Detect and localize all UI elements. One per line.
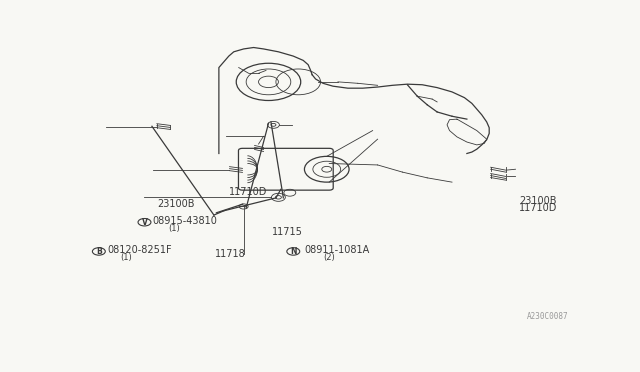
Text: 08911-1081A: 08911-1081A (304, 245, 369, 255)
Text: A230C0087: A230C0087 (527, 312, 568, 321)
Text: (2): (2) (323, 253, 335, 262)
Text: 11710D: 11710D (519, 203, 557, 213)
Text: (1): (1) (168, 224, 180, 233)
Text: 23100B: 23100B (157, 199, 195, 209)
Text: 08915-43810: 08915-43810 (152, 217, 217, 227)
Text: 08120-8251F: 08120-8251F (108, 245, 172, 255)
Text: 11715: 11715 (273, 227, 303, 237)
Text: V: V (141, 218, 147, 227)
Text: (1): (1) (121, 253, 132, 262)
Text: 23100B: 23100B (519, 196, 556, 206)
Text: 11718: 11718 (215, 249, 246, 259)
Text: N: N (290, 247, 296, 256)
Text: 11710D: 11710D (229, 187, 267, 197)
Text: B: B (96, 247, 102, 256)
